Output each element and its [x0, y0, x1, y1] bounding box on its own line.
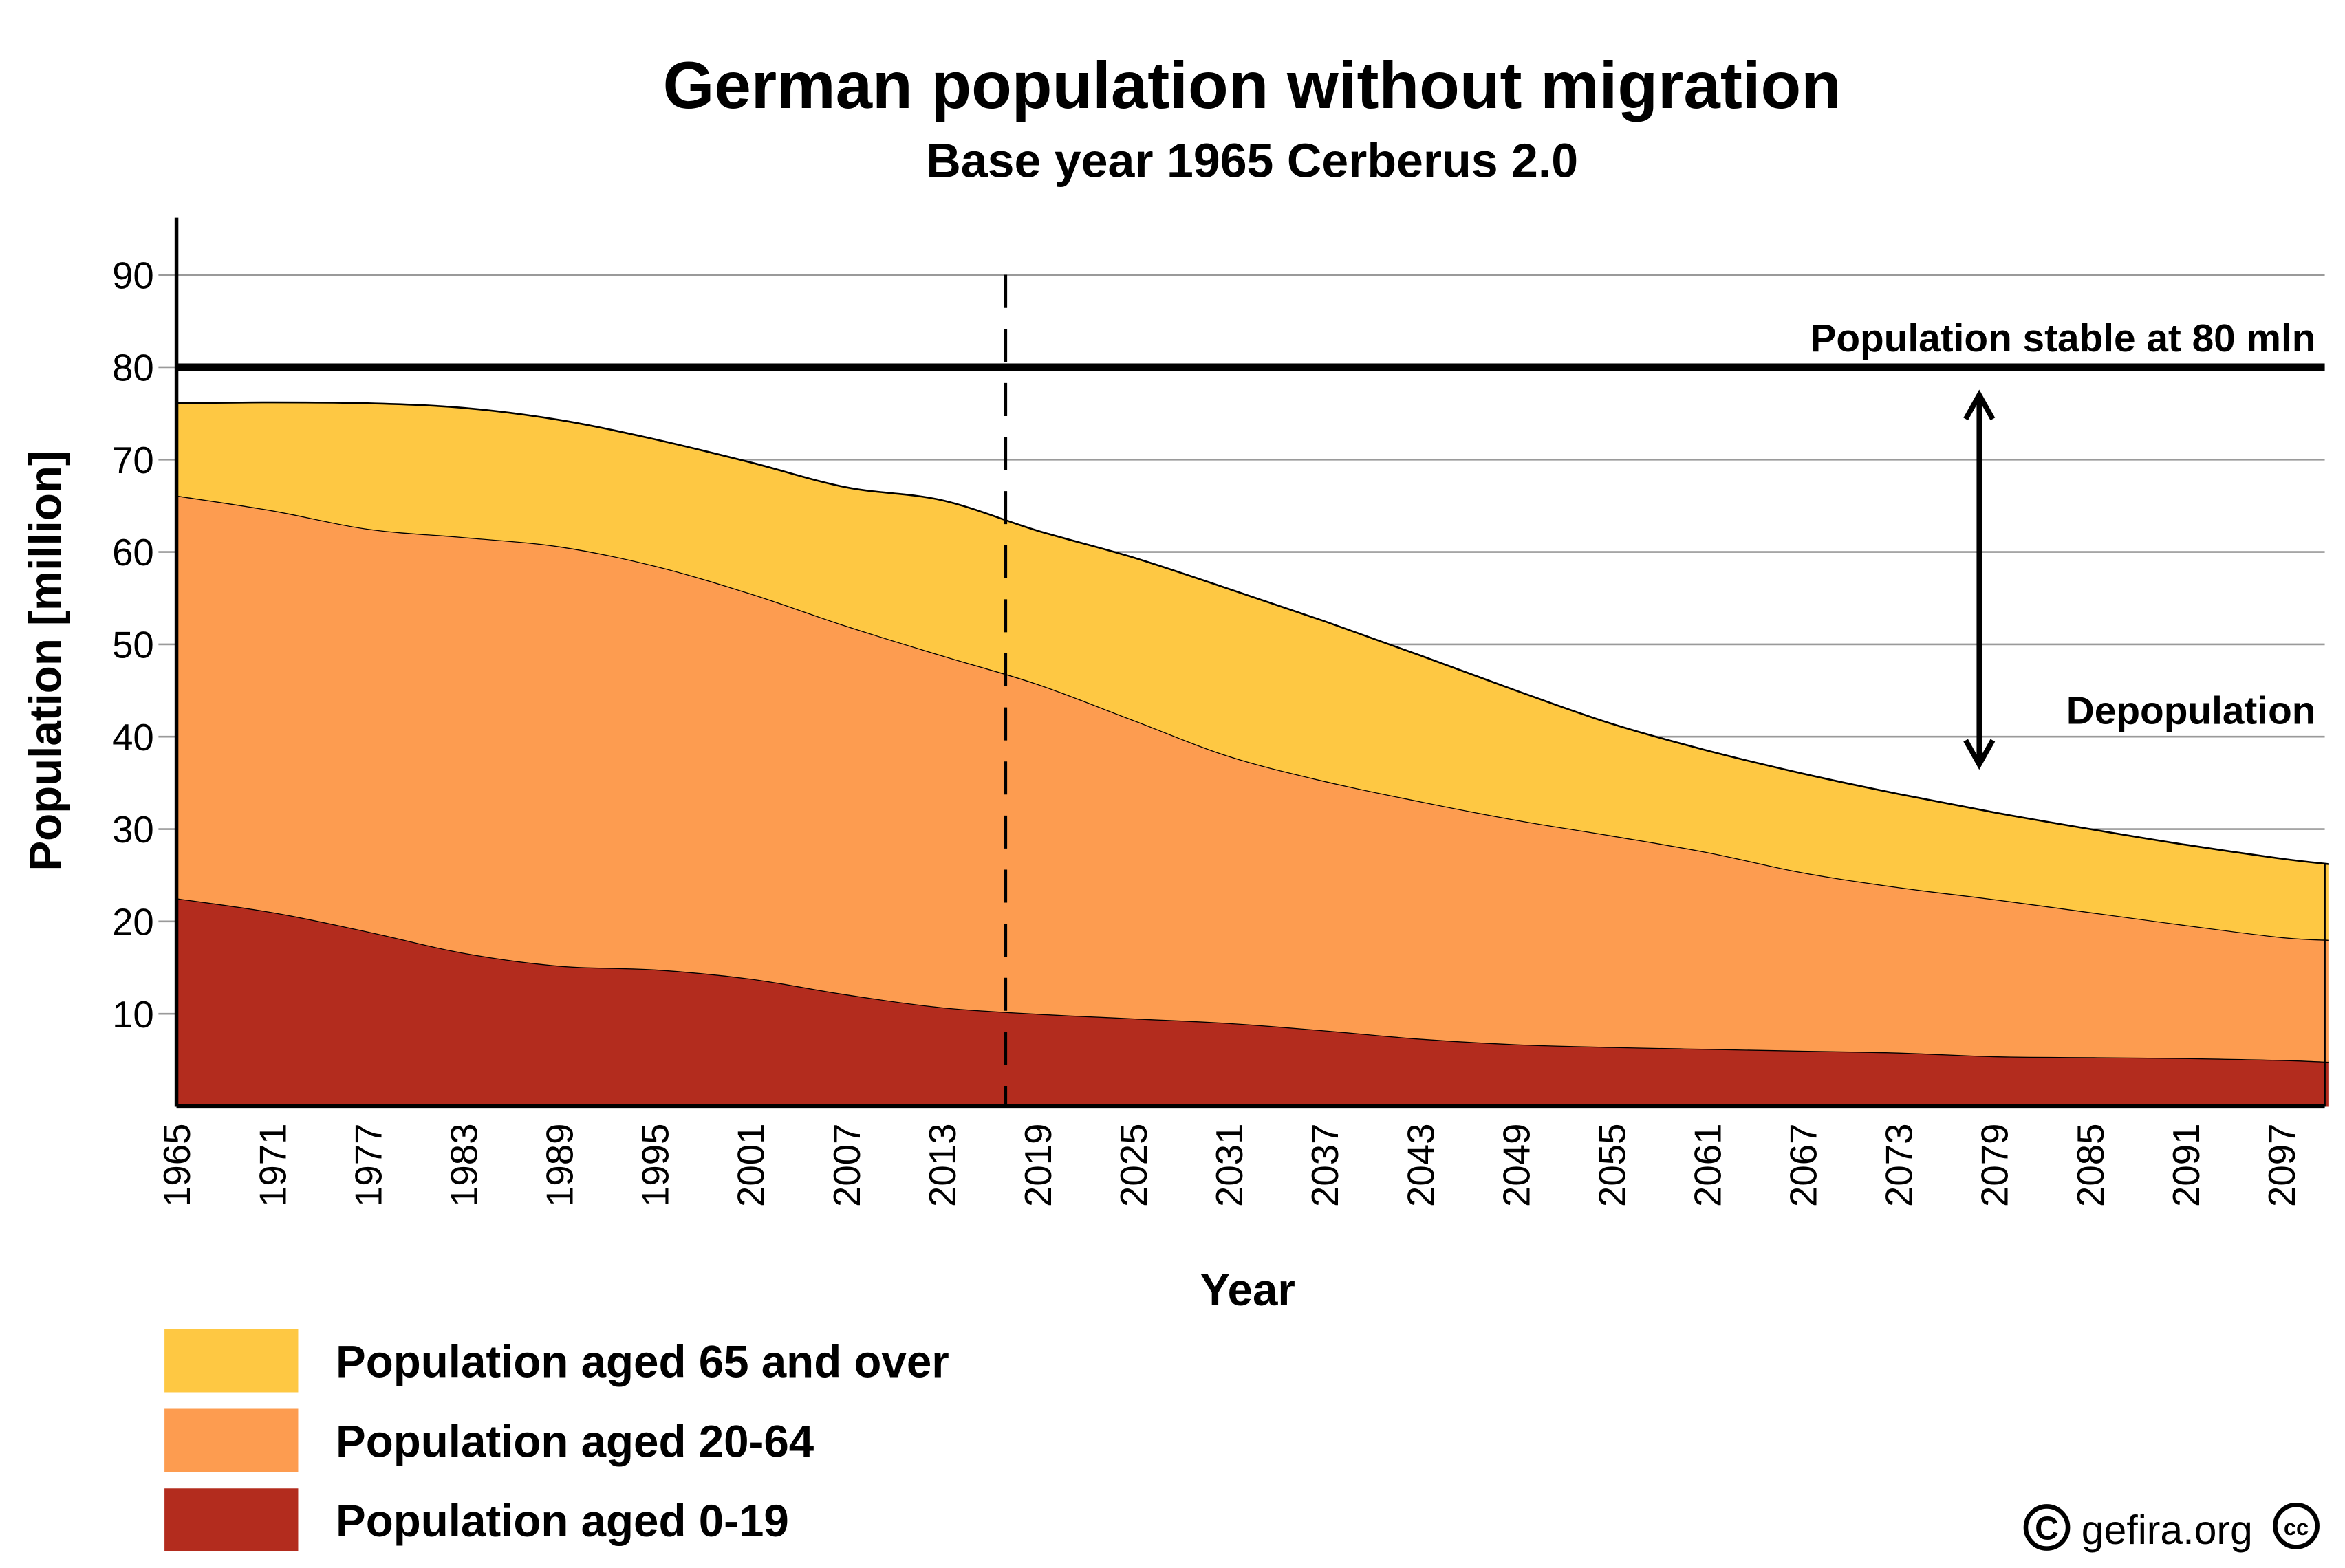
x-tick-label: 2055: [1591, 1124, 1633, 1207]
legend-label: Population aged 65 and over: [336, 1337, 949, 1387]
reference-line-label: Population stable at 80 mln: [1811, 317, 2316, 360]
y-tick-label: 90: [112, 254, 154, 296]
x-tick-label: 2031: [1209, 1124, 1251, 1207]
legend: Population aged 65 and over Population ag…: [164, 1329, 949, 1551]
credit: © C gefira.org cc: [2023, 1503, 2320, 1553]
y-tick-label: 40: [112, 717, 154, 759]
area-population-aged-65-and-over: [176, 402, 2329, 940]
x-tick-label: 1977: [347, 1124, 389, 1207]
area-population-aged-20-64: [176, 495, 2329, 1062]
arrow-label: Depopulation: [2066, 690, 2316, 733]
x-tick-label: 2049: [1495, 1124, 1537, 1207]
legend-swatch: [164, 1329, 299, 1393]
area-edge: [176, 401, 2330, 865]
copyright-c-glyph: C: [2035, 1511, 2059, 1547]
copyright-icon: [2023, 1504, 2071, 1551]
y-tick-label: 50: [112, 624, 154, 666]
legend-label: Population aged 0-19: [336, 1496, 789, 1546]
x-tick-label: 1989: [539, 1124, 581, 1207]
x-tick-label: 2067: [1783, 1124, 1825, 1207]
x-tick-label: 2097: [2261, 1124, 2303, 1207]
license-symbol: cc: [2284, 1514, 2309, 1540]
x-tick-label: 2001: [731, 1124, 772, 1207]
x-tick-label: 2019: [1017, 1124, 1059, 1207]
chart-title: German population without migration: [663, 49, 1841, 122]
x-tick-label: 2061: [1687, 1124, 1729, 1207]
depopulation-arrow-icon: [1963, 389, 1996, 770]
x-tick-label: 2007: [826, 1124, 868, 1207]
x-tick-label: 1965: [156, 1124, 198, 1207]
x-axis-label: Year: [1200, 1265, 1295, 1315]
area-population-aged-0-19: [176, 898, 2329, 1107]
legend-swatch: [164, 1408, 299, 1472]
x-tick-label: 2073: [1879, 1124, 1921, 1207]
x-tick-label: 1971: [252, 1124, 294, 1207]
x-tick-label: 2037: [1304, 1124, 1346, 1207]
y-tick-label: 70: [112, 439, 154, 481]
x-tick-label: 2013: [922, 1124, 964, 1207]
x-tick-label: 2091: [2165, 1124, 2207, 1207]
chart-subtitle: Base year 1965 Cerberus 2.0: [926, 134, 1578, 188]
y-tick-label: 80: [112, 347, 154, 389]
legend-swatch: [164, 1488, 299, 1551]
creative-commons-icon: [2273, 1503, 2320, 1549]
legend-label: Population aged 20-64: [336, 1416, 814, 1466]
y-tick-label: 60: [112, 532, 154, 574]
x-tick-label: 2079: [1974, 1124, 2016, 1207]
y-tick-label: 10: [112, 994, 154, 1036]
x-tick-label: 2085: [2070, 1124, 2112, 1207]
x-tick-label: 1983: [443, 1124, 485, 1207]
y-tick-label: 20: [112, 901, 154, 943]
x-tick-label: 2043: [1400, 1124, 1442, 1207]
y-tick-label: 30: [112, 809, 154, 851]
y-axis-label: Population [million]: [20, 450, 70, 871]
x-tick-label: 1995: [635, 1124, 677, 1207]
x-tick-label: 2025: [1113, 1124, 1155, 1207]
credit-site: gefira.org: [2082, 1508, 2253, 1553]
